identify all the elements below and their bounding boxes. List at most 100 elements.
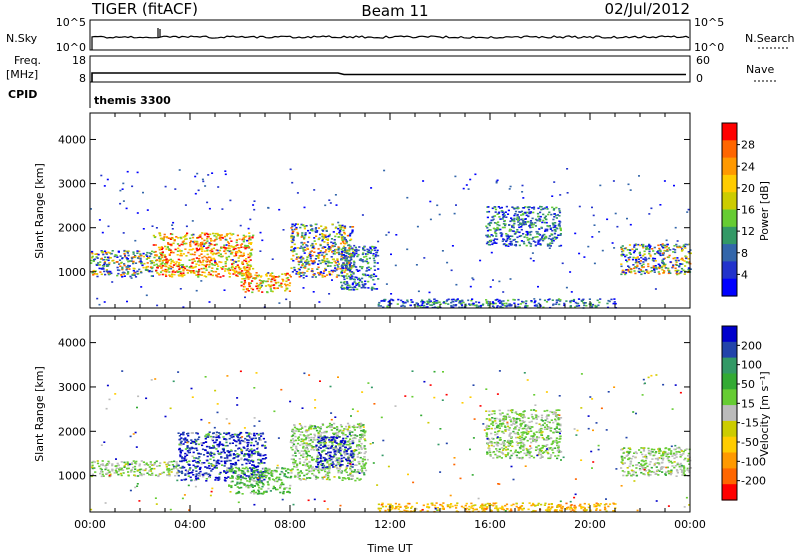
echo-cell xyxy=(246,264,249,266)
echo-cell xyxy=(264,285,268,287)
echo-cell xyxy=(261,444,264,447)
echo-cell xyxy=(518,244,521,247)
echo-cell xyxy=(291,238,294,241)
echo-cell xyxy=(148,252,151,254)
echo-cell xyxy=(687,208,690,211)
echo-cell xyxy=(342,235,345,238)
echo-cell xyxy=(627,268,630,271)
power-echo-region xyxy=(485,205,563,247)
echo-cell xyxy=(348,262,351,265)
echo-cell xyxy=(555,299,558,302)
echo-cell xyxy=(303,206,306,209)
echo-cell xyxy=(360,267,364,270)
echo-cell xyxy=(504,211,507,213)
echo-cell xyxy=(233,260,236,263)
echo-cell xyxy=(210,248,213,251)
echo-cell xyxy=(236,483,239,485)
echo-cell xyxy=(305,469,308,471)
power-echo-region xyxy=(90,249,154,278)
echo-cell xyxy=(356,456,359,458)
echo-cell xyxy=(539,298,542,301)
echo-cell xyxy=(646,245,650,247)
echo-cell xyxy=(109,475,112,477)
echo-cell xyxy=(174,248,177,251)
echo-cell xyxy=(336,467,339,470)
echo-cell xyxy=(665,245,668,248)
echo-cell xyxy=(352,452,355,455)
echo-cell xyxy=(309,466,312,468)
echo-cell xyxy=(555,206,558,209)
echo-cell xyxy=(387,301,390,303)
echo-cell xyxy=(184,452,187,455)
echo-cell xyxy=(415,302,418,304)
echo-cell xyxy=(132,253,135,255)
echo-cell xyxy=(170,244,173,247)
echo-cell xyxy=(235,444,238,447)
echo-cell xyxy=(665,239,668,242)
echo-cell xyxy=(175,265,178,267)
echo-cell xyxy=(201,261,204,263)
echo-cell xyxy=(153,461,157,464)
echo-cell xyxy=(260,459,263,462)
echo-cell xyxy=(583,302,586,304)
echo-cell xyxy=(668,270,671,272)
echo-cell xyxy=(311,268,314,270)
echo-cell xyxy=(154,474,158,477)
echo-cell xyxy=(613,301,616,303)
echo-cell xyxy=(149,468,152,471)
echo-cell xyxy=(307,229,310,232)
echo-cell xyxy=(247,439,250,441)
echo-cell xyxy=(312,427,316,430)
echo-cell xyxy=(271,470,274,472)
echo-cell xyxy=(211,267,214,269)
echo-cell xyxy=(169,275,172,278)
echo-cell xyxy=(675,270,679,273)
echo-cell xyxy=(552,304,555,306)
echo-cell xyxy=(243,286,246,288)
echo-cell xyxy=(168,461,171,463)
echo-cell xyxy=(348,426,351,428)
vel-echo-region xyxy=(315,435,355,469)
echo-cell xyxy=(461,299,464,302)
echo-cell xyxy=(186,454,189,456)
echo-cell xyxy=(336,435,339,437)
echo-cell xyxy=(248,268,251,271)
echo-cell xyxy=(222,448,225,451)
echo-cell xyxy=(361,460,364,463)
echo-cell xyxy=(663,244,667,247)
echo-cell xyxy=(658,267,661,270)
echo-cell xyxy=(319,435,322,437)
echo-cell xyxy=(558,303,561,306)
echo-cell xyxy=(353,278,356,281)
echo-cell xyxy=(199,243,202,246)
echo-cell xyxy=(264,476,267,479)
echo-cell xyxy=(521,213,525,215)
echo-cell xyxy=(177,470,180,472)
echo-cell xyxy=(240,451,243,453)
echo-cell xyxy=(102,475,105,477)
echo-cell xyxy=(211,447,214,449)
echo-cell xyxy=(266,481,269,483)
echo-cell xyxy=(113,472,116,474)
echo-cell xyxy=(659,204,662,206)
echo-cell xyxy=(181,433,184,435)
echo-cell xyxy=(243,280,246,282)
echo-cell xyxy=(282,483,285,486)
echo-cell xyxy=(223,465,226,467)
echo-cell xyxy=(129,275,132,278)
echo-cell xyxy=(126,273,129,275)
echo-cell xyxy=(340,431,343,433)
echo-cell xyxy=(347,259,350,262)
echo-cell xyxy=(204,185,207,187)
echo-cell xyxy=(219,239,222,241)
echo-cell xyxy=(330,436,333,438)
echo-cell xyxy=(488,235,491,238)
echo-cell xyxy=(614,302,617,305)
echo-cell xyxy=(345,437,348,440)
echo-cell xyxy=(659,252,662,254)
echo-cell xyxy=(328,470,331,472)
echo-cell xyxy=(574,232,577,235)
echo-cell xyxy=(328,199,331,201)
echo-cell xyxy=(339,228,342,231)
echo-cell xyxy=(179,452,182,454)
